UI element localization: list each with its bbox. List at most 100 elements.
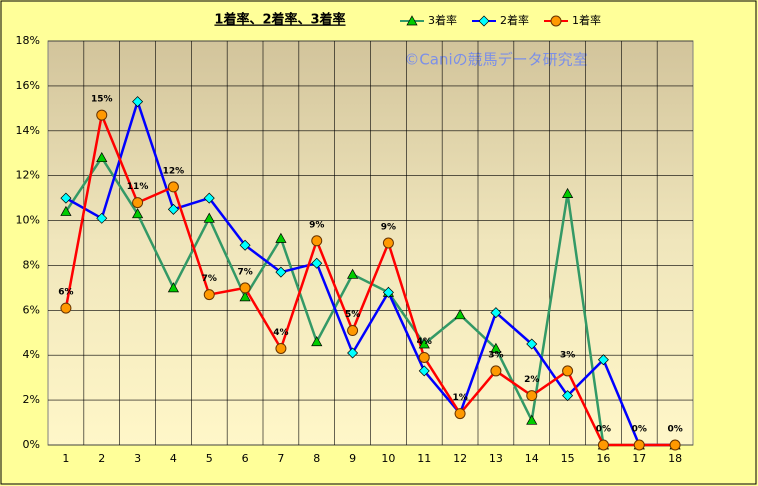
series-line <box>65 97 676 447</box>
x-tick-label: 11 <box>417 452 431 465</box>
legend-label: 3着率 <box>428 13 457 27</box>
data-point <box>203 289 215 301</box>
data-label: 2% <box>524 375 539 385</box>
legend-marker <box>478 15 490 27</box>
data-point <box>633 439 645 451</box>
x-tick-label: 7 <box>277 452 284 465</box>
data-label: 4% <box>273 328 288 338</box>
data-point <box>96 151 108 163</box>
x-tick-label: 16 <box>596 452 610 465</box>
data-label: 12% <box>163 166 185 176</box>
data-point <box>490 365 502 377</box>
data-label: 3% <box>560 350 575 360</box>
data-label: 15% <box>91 95 113 105</box>
legend-label: 2着率 <box>500 13 529 27</box>
data-label: 11% <box>127 182 149 192</box>
y-tick-label: 0% <box>23 438 40 451</box>
data-point <box>526 414 538 425</box>
data-point <box>275 232 287 243</box>
data-point <box>490 307 502 319</box>
series-line <box>64 110 676 447</box>
x-tick-label: 14 <box>525 452 539 465</box>
data-point <box>382 237 394 249</box>
data-point <box>239 239 251 251</box>
y-tick-label: 12% <box>16 169 40 182</box>
data-point <box>347 325 359 337</box>
data-point <box>96 212 108 224</box>
data-label: 1% <box>452 393 467 403</box>
y-tick-label: 16% <box>16 79 40 92</box>
watermark: ©Caniの競馬データ研究室 <box>404 51 587 69</box>
x-tick-label: 10 <box>381 452 395 465</box>
data-label: 0% <box>596 425 611 435</box>
x-tick-label: 15 <box>561 452 575 465</box>
x-tick-label: 3 <box>134 452 141 465</box>
data-point <box>490 342 502 353</box>
legend-label: 1着率 <box>572 13 601 27</box>
x-tick-label: 9 <box>349 452 356 465</box>
x-tick-label: 1 <box>62 452 69 465</box>
data-point <box>275 266 287 278</box>
x-tick-label: 12 <box>453 452 467 465</box>
data-label: 0% <box>632 425 647 435</box>
data-label: 7% <box>202 274 217 284</box>
series-line <box>64 155 676 447</box>
y-tick-label: 18% <box>16 34 40 47</box>
data-point <box>167 203 179 215</box>
data-point <box>60 192 72 204</box>
data-point <box>526 338 538 350</box>
data-label: 4% <box>417 337 432 347</box>
data-point <box>346 268 359 279</box>
data-point <box>311 257 323 269</box>
y-tick-label: 2% <box>23 393 40 406</box>
data-label: 5% <box>345 310 360 320</box>
data-point <box>60 205 72 216</box>
data-point <box>562 365 574 377</box>
data-point <box>167 282 180 293</box>
data-point <box>597 439 609 451</box>
data-point <box>311 235 323 247</box>
x-tick-label: 4 <box>170 452 177 465</box>
data-point <box>347 347 359 359</box>
y-tick-label: 14% <box>16 124 40 137</box>
data-point <box>203 212 215 223</box>
data-point <box>418 351 430 363</box>
data-point <box>167 181 179 193</box>
y-tick-label: 10% <box>16 214 40 227</box>
data-point <box>669 439 681 451</box>
legend-marker <box>406 15 418 26</box>
data-point <box>132 96 144 108</box>
data-point <box>526 390 538 402</box>
data-point <box>418 338 430 349</box>
x-tick-label: 6 <box>242 452 249 465</box>
y-tick-label: 8% <box>23 258 40 271</box>
data-label: 6% <box>58 288 73 298</box>
x-tick-label: 2 <box>98 452 105 465</box>
data-label: 9% <box>309 220 324 230</box>
y-tick-label: 6% <box>23 303 40 316</box>
data-point <box>561 187 574 198</box>
data-point <box>275 342 287 354</box>
data-point <box>60 302 72 314</box>
data-point <box>597 354 609 366</box>
x-tick-label: 18 <box>668 452 682 465</box>
data-point <box>96 109 108 121</box>
data-label: 9% <box>381 223 396 233</box>
x-tick-label: 5 <box>206 452 213 465</box>
data-point <box>239 282 251 294</box>
data-label: 0% <box>667 425 682 435</box>
legend-marker <box>550 15 562 27</box>
chart-title: 1着率、2着率、3着率 <box>214 12 345 28</box>
data-point <box>418 365 430 377</box>
data-point <box>131 208 144 219</box>
data-point <box>132 197 144 209</box>
data-point <box>239 291 251 302</box>
x-tick-label: 8 <box>313 452 320 465</box>
data-point <box>454 408 466 420</box>
x-tick-label: 13 <box>489 452 503 465</box>
data-point <box>311 336 323 347</box>
data-point <box>454 309 466 320</box>
y-tick-label: 4% <box>23 348 40 361</box>
